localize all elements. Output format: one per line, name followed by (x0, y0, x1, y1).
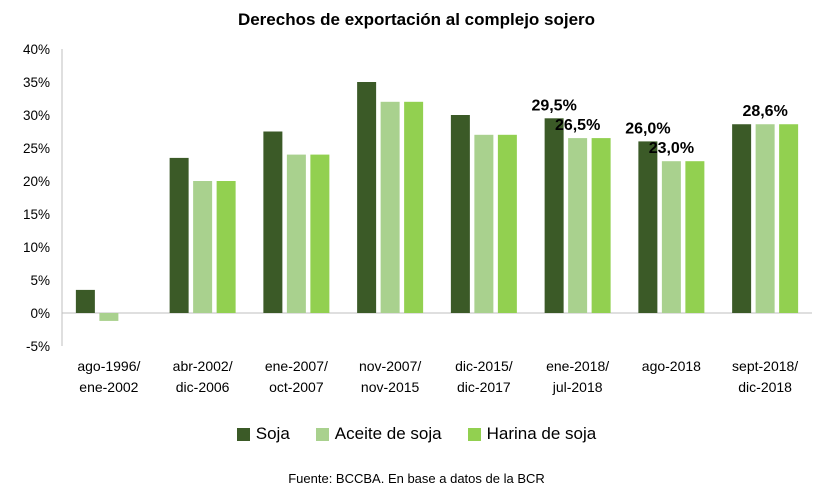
legend-label-harina: Harina de soja (486, 424, 597, 443)
x-tick-label: ago-1996/ (77, 358, 140, 374)
data-label: 23,0% (649, 140, 694, 157)
y-tick-label: 10% (23, 240, 50, 255)
chart-legend: Soja Aceite de soja Harina de soja (0, 424, 833, 444)
x-tick-label: ene-2002 (79, 379, 138, 395)
bar (544, 118, 564, 313)
y-tick-label: 5% (30, 273, 50, 288)
x-tick-label: ago-2018 (642, 358, 701, 374)
bar (755, 124, 775, 314)
bar (497, 134, 517, 313)
bar (263, 131, 283, 313)
x-tick-label: abr-2002/ (173, 358, 233, 374)
legend-item-aceite: Aceite de soja (315, 424, 442, 444)
x-tick-label: dic-2006 (176, 379, 230, 395)
bar (286, 154, 306, 313)
legend-label-aceite: Aceite de soja (334, 424, 442, 443)
legend-swatch-soja (236, 427, 250, 441)
x-tick-label: sept-2018/ (732, 358, 798, 374)
y-tick-label: 15% (23, 207, 50, 222)
x-tick-label: dic-2018 (738, 379, 792, 395)
y-tick-label: 35% (23, 75, 50, 90)
bar (474, 134, 494, 313)
y-tick-label: 20% (23, 174, 50, 189)
bar (193, 181, 213, 313)
bar (169, 157, 189, 313)
bar (75, 289, 95, 313)
x-tick-label: nov-2007/ (359, 358, 421, 374)
data-label: 26,0% (625, 120, 670, 137)
bar (732, 124, 752, 314)
bar (404, 101, 424, 313)
legend-label-soja: Soja (255, 424, 290, 443)
chart-title: Derechos de exportación al complejo soje… (237, 10, 596, 29)
x-tick-label: ene-2018/ (546, 358, 609, 374)
bar (310, 154, 330, 313)
bar (380, 101, 400, 313)
chart-source-note: Fuente: BCCBA. En base a datos de la BCR (288, 471, 545, 486)
bar (779, 124, 799, 314)
y-tick-label: 25% (23, 141, 50, 156)
bar (216, 181, 236, 313)
x-tick-label: oct-2007 (269, 379, 324, 395)
x-tick-label: dic-2017 (457, 379, 511, 395)
y-tick-label: 0% (30, 306, 50, 321)
legend-item-harina: Harina de soja (467, 424, 597, 444)
y-tick-label: 30% (23, 108, 50, 123)
data-label: 29,5% (531, 97, 576, 114)
bar (357, 82, 377, 313)
legend-swatch-aceite (315, 427, 329, 441)
bar (591, 138, 611, 313)
y-tick-label: -5% (26, 339, 50, 354)
bar (661, 161, 681, 313)
legend-swatch-harina (467, 427, 481, 441)
bar (638, 141, 658, 313)
bar (685, 161, 705, 313)
bar (450, 115, 470, 313)
x-tick-label: ene-2007/ (265, 358, 328, 374)
data-label: 26,5% (555, 117, 600, 134)
chart-plot: -5% 0% 5% 10% 15% 20% 25% 30% 35% 40% ago-1996/ene… (23, 42, 812, 395)
x-tick-label: jul-2018 (552, 379, 603, 395)
bar (99, 313, 119, 321)
legend-item-soja: Soja (236, 424, 290, 444)
data-label: 28,6% (742, 103, 787, 120)
x-tick-label: dic-2015/ (455, 358, 513, 374)
x-tick-label: nov-2015 (361, 379, 420, 395)
bar (568, 138, 588, 313)
y-tick-label: 40% (23, 42, 50, 57)
